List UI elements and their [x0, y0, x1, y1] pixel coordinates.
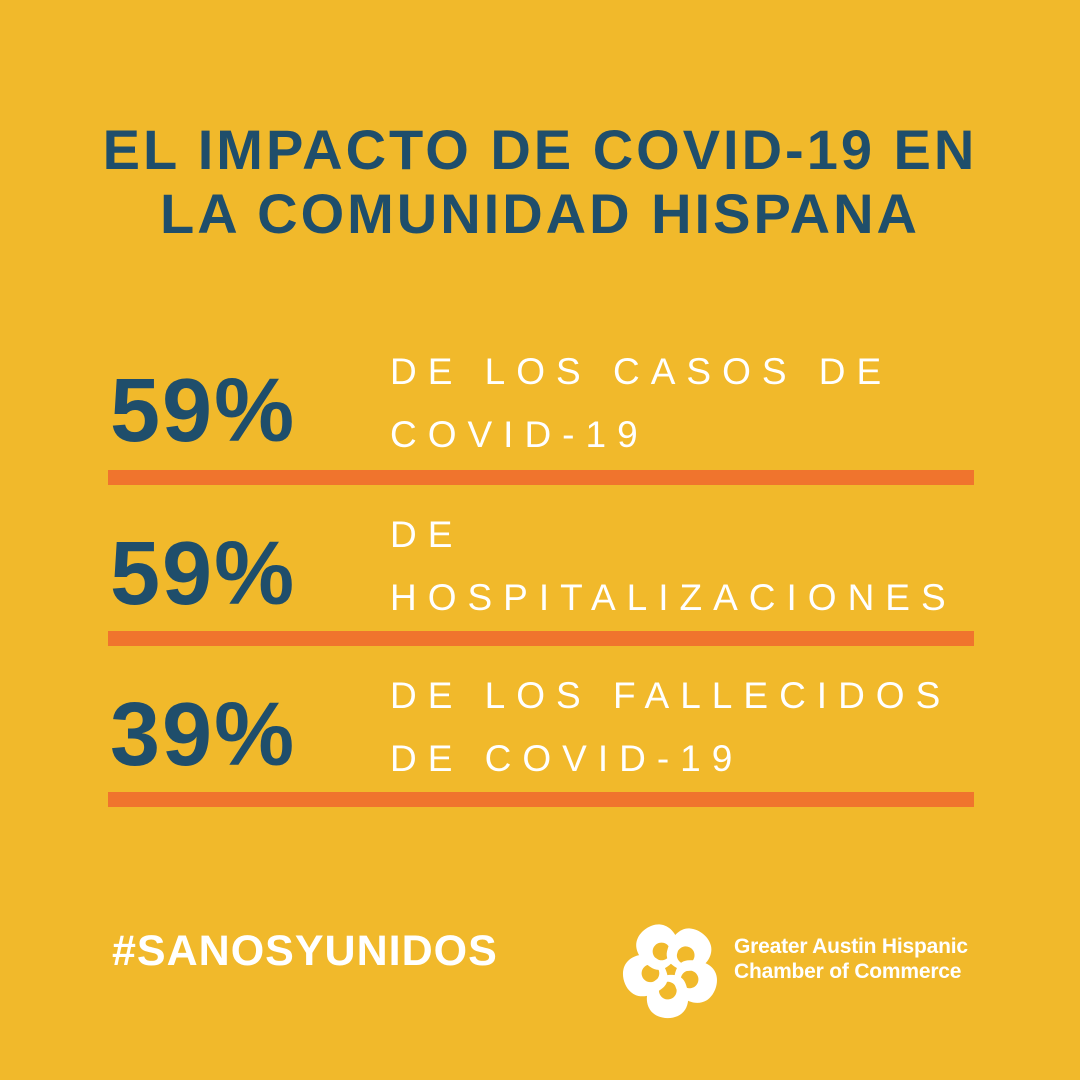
stat-description-line-1: DE LOS CASOS DE: [390, 351, 893, 392]
stat-row-hospitalizations: 59% DE HOSPITALIZACIONES: [108, 503, 974, 635]
stat-description-line-1: DE: [390, 514, 464, 555]
flower-petals-icon: [619, 918, 724, 1021]
title-line-2: LA COMUNIDAD HISPANA: [160, 182, 920, 245]
chamber-logo-name-line-2: Chamber of Commerce: [734, 960, 962, 983]
chamber-logo-name: Greater Austin Hispanic Chamber of Comme…: [734, 934, 968, 984]
chamber-logo: Greater Austin Hispanic Chamber of Comme…: [616, 918, 986, 1028]
divider-bar: [108, 631, 974, 646]
chamber-logo-name-line-1: Greater Austin Hispanic: [734, 935, 968, 958]
stat-description-deaths: DE LOS FALLECIDOS DE COVID-19: [390, 664, 951, 790]
stat-row-deaths: 39% DE LOS FALLECIDOS DE COVID-19: [108, 664, 974, 796]
divider-bar: [108, 792, 974, 807]
stat-row-cases: 59% DE LOS CASOS DE COVID-19: [108, 340, 974, 472]
stat-value-hospitalizations: 59%: [110, 524, 297, 624]
stat-description-line-2: HOSPITALIZACIONES: [390, 577, 957, 618]
stat-description-cases: DE LOS CASOS DE COVID-19: [390, 340, 892, 466]
page-title: EL IMPACTO DE COVID-19 EN LA COMUNIDAD H…: [0, 118, 1080, 246]
title-line-1: EL IMPACTO DE COVID-19 EN: [102, 118, 978, 181]
stat-description-line-2: DE COVID-19: [390, 738, 744, 779]
stat-value-cases: 59%: [110, 361, 297, 461]
stat-value-deaths: 39%: [110, 685, 297, 785]
hashtag-text: #SANOSYUNIDOS: [112, 927, 498, 975]
stat-description-line-1: DE LOS FALLECIDOS: [390, 675, 952, 716]
stat-description-line-2: COVID-19: [390, 414, 649, 455]
stat-description-hospitalizations: DE HOSPITALIZACIONES: [390, 503, 957, 629]
divider-bar: [108, 470, 974, 485]
